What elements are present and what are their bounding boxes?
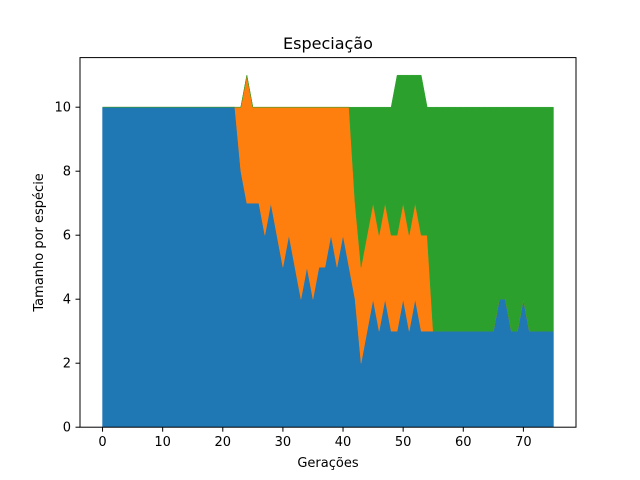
stacked-areas — [102, 74, 554, 428]
x-tick-label: 30 — [275, 435, 292, 450]
y-tick-label: 0 — [63, 421, 71, 436]
x-axis-ticks: 0 10 20 30 40 50 60 70 — [98, 427, 532, 450]
x-tick-label: 70 — [515, 435, 532, 450]
chart-title: Especiação — [283, 34, 373, 53]
y-tick-label: 10 — [54, 101, 71, 116]
x-tick-label: 40 — [335, 435, 352, 450]
x-tick-label: 50 — [395, 435, 412, 450]
x-tick-label: 0 — [98, 435, 106, 450]
y-axis-ticks: 0 2 4 6 8 10 — [54, 101, 80, 436]
plot-frame — [79, 57, 577, 428]
y-tick-label: 8 — [63, 165, 71, 180]
y-tick-label: 2 — [63, 357, 71, 372]
x-tick-label: 10 — [154, 435, 171, 450]
area-series-3 — [102, 74, 554, 332]
x-tick-label: 60 — [455, 435, 472, 450]
x-tick-label: 20 — [215, 435, 232, 450]
x-axis-label: Gerações — [297, 456, 358, 471]
y-tick-label: 4 — [63, 293, 71, 308]
y-tick-label: 6 — [63, 229, 71, 244]
y-axis-label: Tamanho por espécie — [32, 173, 47, 312]
